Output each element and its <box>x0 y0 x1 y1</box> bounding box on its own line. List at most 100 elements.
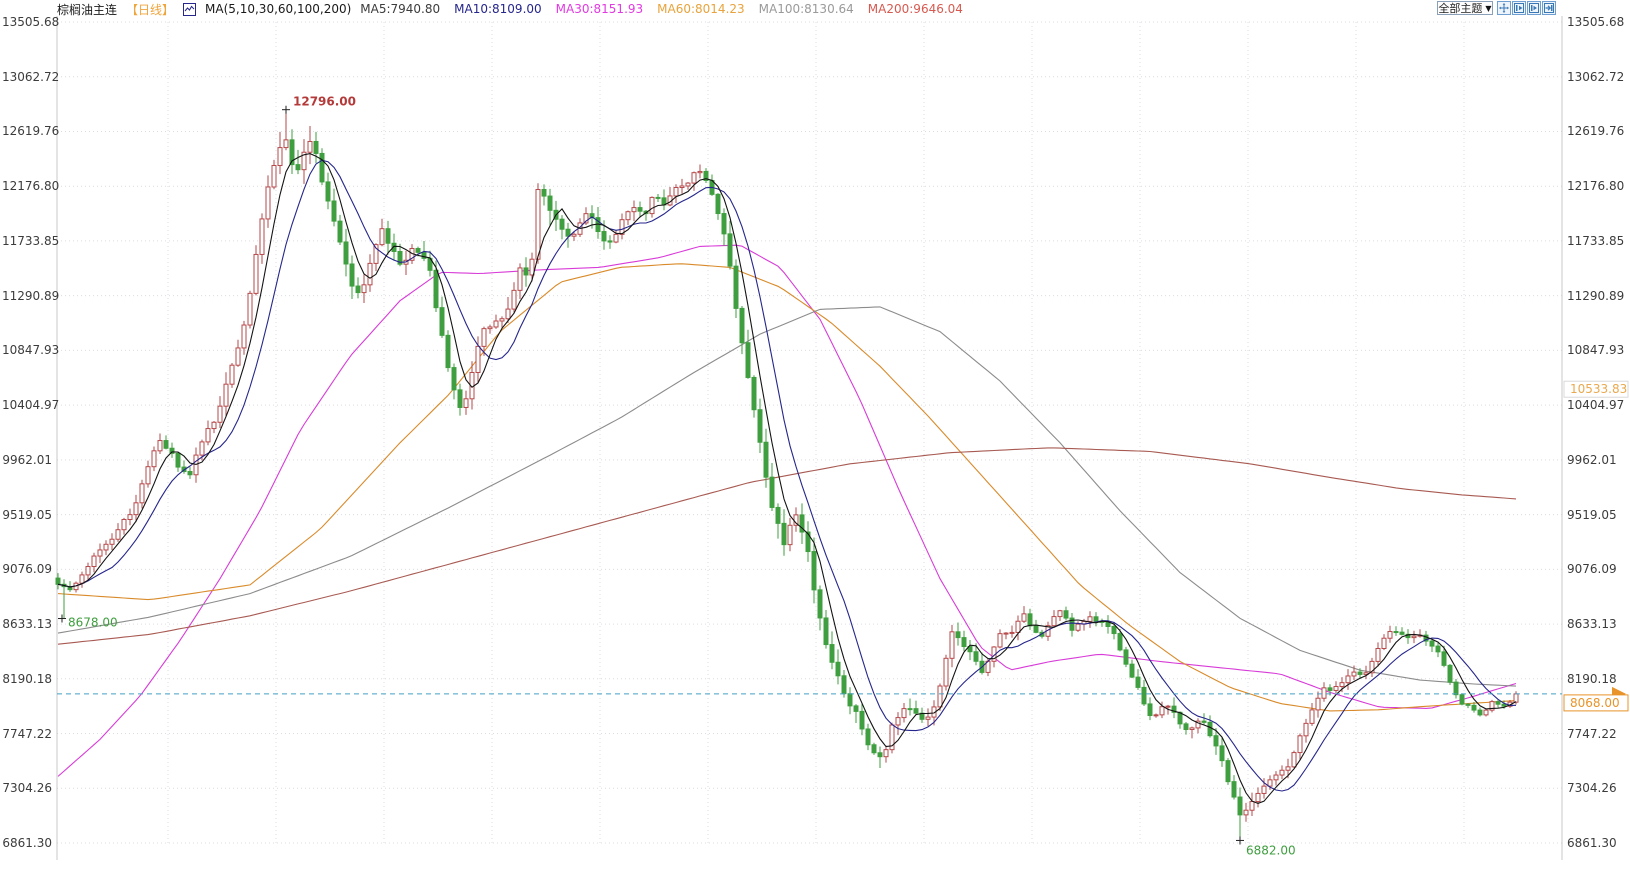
down-candle <box>349 263 355 287</box>
down-candle <box>799 514 805 533</box>
up-candle <box>1387 631 1393 639</box>
ma-values: MA5:7940.80 MA10:8109.00 MA30:8151.93 MA60:… <box>360 2 963 16</box>
up-candle <box>1015 620 1021 633</box>
ma-legend-value[interactable]: MA60:8014.23 <box>657 2 745 16</box>
extreme-markers: 12796.00 6882.00 8678.00 <box>58 95 1296 857</box>
up-candle <box>1087 616 1093 622</box>
down-candle <box>325 181 331 202</box>
down-candle <box>703 170 709 181</box>
ma-legend-value[interactable]: MA10:8109.00 <box>454 2 542 16</box>
down-candle <box>961 637 967 648</box>
down-candle <box>1129 663 1135 678</box>
period-label[interactable]: 【日线】 <box>126 2 175 17</box>
up-candle <box>1165 705 1171 708</box>
down-candle <box>355 285 361 294</box>
up-candle <box>1249 801 1255 811</box>
grid-lines <box>56 16 1563 860</box>
up-candle <box>91 555 97 568</box>
down-candle <box>607 240 613 243</box>
up-candle <box>901 708 907 719</box>
y-axis-label: 11733.85 <box>2 233 60 248</box>
up-candle <box>211 421 217 430</box>
down-candle <box>1207 721 1213 737</box>
ma-legend-value[interactable]: MA5:7940.80 <box>360 2 441 16</box>
up-candle <box>625 211 631 221</box>
down-candle <box>1477 709 1483 716</box>
down-candle <box>835 661 841 677</box>
down-candle <box>1063 610 1069 619</box>
down-candle <box>1093 616 1099 622</box>
instrument-title[interactable]: 棕榈油主连 <box>57 2 118 17</box>
down-candle <box>55 577 61 585</box>
up-candle <box>265 186 271 220</box>
pan-right-icon[interactable] <box>1527 1 1541 15</box>
pan-left-icon[interactable] <box>1512 1 1526 15</box>
crosshair-icon[interactable] <box>1497 1 1511 15</box>
y-axis-label: 9519.05 <box>1567 507 1617 522</box>
candlestick-series[interactable] <box>55 109 1519 841</box>
ma-params-label[interactable]: MA(5,10,30,60,100,200) <box>205 2 352 16</box>
y-axis-label: 10404.97 <box>2 398 60 413</box>
y-axis-label: 7304.26 <box>2 781 52 796</box>
down-candle <box>1465 703 1471 706</box>
jump-latest-icon[interactable] <box>1542 1 1556 15</box>
down-candle <box>781 522 787 546</box>
down-candle <box>391 242 397 252</box>
up-candle <box>139 483 145 504</box>
down-candle <box>1105 621 1111 627</box>
down-candle <box>1183 723 1189 731</box>
up-candle <box>1321 687 1327 699</box>
up-candle <box>121 518 127 531</box>
down-candle <box>1111 625 1117 635</box>
up-candle <box>97 549 103 557</box>
down-candle <box>733 265 739 309</box>
kline-icon <box>183 2 197 16</box>
extreme-price-label: 8678.00 <box>68 616 118 630</box>
down-candle <box>907 708 913 711</box>
up-candle <box>217 405 223 423</box>
up-candle <box>1351 671 1357 677</box>
y-axis-label: 9076.09 <box>2 562 52 577</box>
up-candle <box>1309 709 1315 724</box>
down-candle <box>973 651 979 662</box>
y-axis-label: 6861.30 <box>1567 836 1617 850</box>
down-candle <box>1213 735 1219 747</box>
down-candle <box>745 342 751 378</box>
down-candle <box>769 476 775 508</box>
y-axis-label: 13505.68 <box>1567 15 1625 29</box>
down-candle <box>523 267 529 276</box>
price-tags: 10533.83 8068.00 <box>1563 380 1629 712</box>
y-axis-label: 8190.18 <box>2 671 52 686</box>
up-candle <box>649 196 655 215</box>
down-candle <box>541 189 547 197</box>
y-axis-label: 11733.85 <box>1567 233 1625 248</box>
down-candle <box>601 231 607 242</box>
ma-legend-value[interactable]: MA30:8151.93 <box>555 2 644 16</box>
up-candle <box>571 233 577 237</box>
up-candle <box>1195 720 1201 729</box>
down-candle <box>865 728 871 746</box>
theme-dropdown-button[interactable]: 全部主题 ▼ <box>1437 1 1493 15</box>
up-candle <box>277 147 283 166</box>
ma-legend-value[interactable]: MA200:9646.04 <box>867 2 963 16</box>
down-candle <box>1435 645 1441 653</box>
down-candle <box>1123 649 1129 665</box>
y-axis-label: 8633.13 <box>2 617 52 632</box>
up-candle <box>301 151 307 171</box>
y-axis-label: 7747.22 <box>2 726 52 741</box>
down-candle <box>1441 651 1447 666</box>
down-candle <box>817 589 823 619</box>
y-axis-label: 6861.30 <box>2 836 52 850</box>
y-axis-label: 13505.68 <box>2 15 60 29</box>
current-price-tag-label: 8068.00 <box>1570 696 1620 710</box>
down-candle <box>337 220 343 243</box>
down-candle <box>955 631 961 639</box>
up-candle <box>1279 769 1285 776</box>
up-candle <box>685 182 691 187</box>
down-candle <box>415 248 421 253</box>
up-candle <box>1021 613 1027 622</box>
ma-legend-value[interactable]: MA100:8130.64 <box>758 2 854 16</box>
up-candle <box>253 253 259 294</box>
up-candle <box>205 428 211 443</box>
